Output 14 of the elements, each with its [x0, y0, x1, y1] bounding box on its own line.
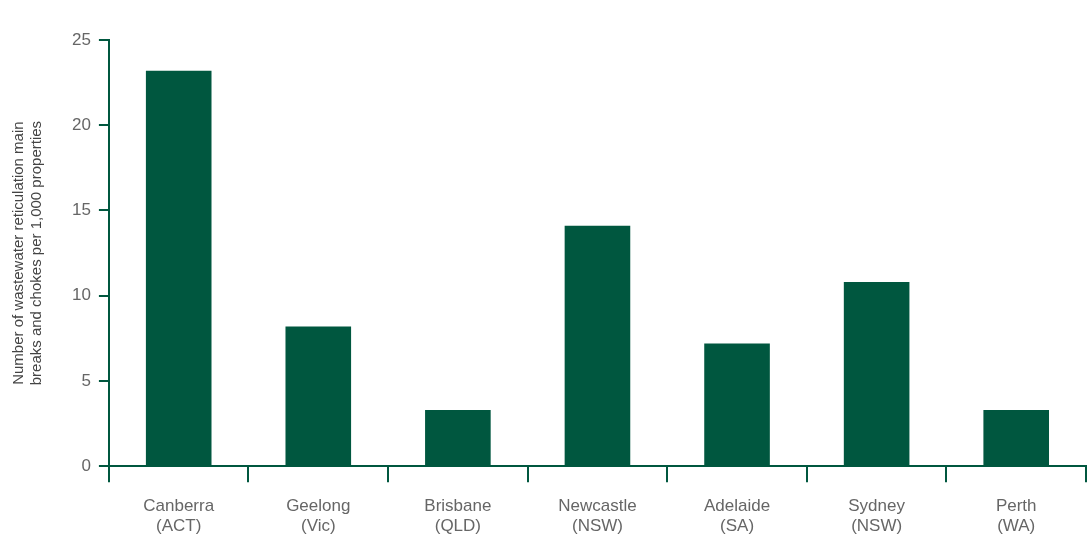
y-axis-title: Number of wastewater reticulation main breaks and chokes per 1,000 properties — [9, 120, 45, 386]
y-tick-label: 20 — [71, 114, 91, 134]
x-tick-label: Sydney (NSW) — [848, 496, 906, 536]
x-tick-label: Adelaide (SA) — [703, 496, 771, 536]
y-tick-label: 15 — [71, 200, 91, 220]
x-tick-label: Geelong (Vic) — [286, 496, 351, 536]
x-tick-label: Perth (WA) — [995, 496, 1037, 536]
y-tick-label: 5 — [81, 370, 91, 390]
x-tick-label: Brisbane (QLD) — [424, 496, 492, 536]
y-tick-label: 10 — [71, 285, 91, 305]
x-tick-label: Newcastle (NSW) — [558, 496, 637, 536]
y-tick-label: 0 — [81, 455, 91, 475]
x-tick-label: Canberra (ACT) — [143, 496, 215, 536]
y-tick-label: 25 — [71, 29, 91, 49]
